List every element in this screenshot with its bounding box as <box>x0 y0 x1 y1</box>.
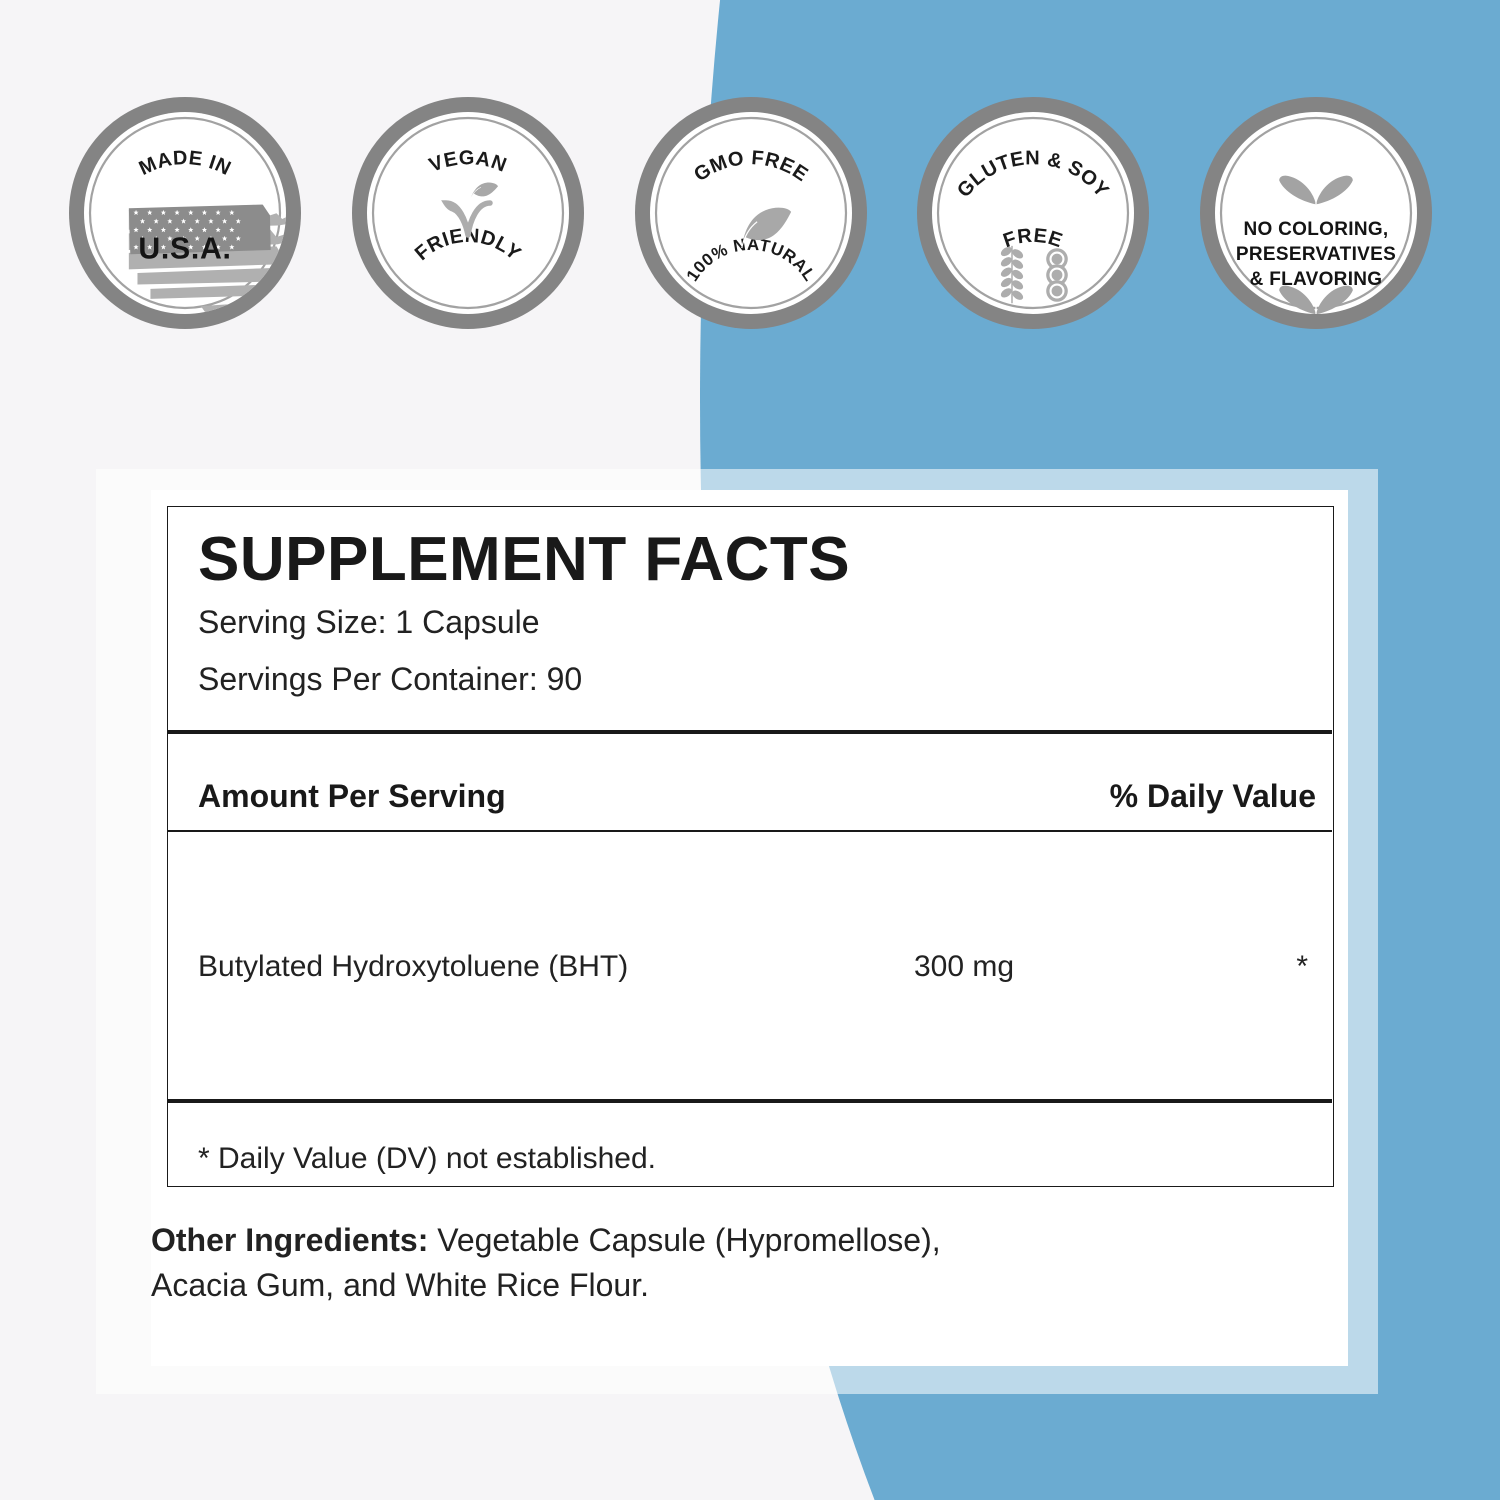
svg-text:& FLAVORING: & FLAVORING <box>1250 269 1383 290</box>
svg-text:NO COLORING,: NO COLORING, <box>1243 219 1388 240</box>
svg-text:PRESERVATIVES: PRESERVATIVES <box>1236 244 1396 265</box>
svg-text:U.S.A.: U.S.A. <box>138 233 231 266</box>
